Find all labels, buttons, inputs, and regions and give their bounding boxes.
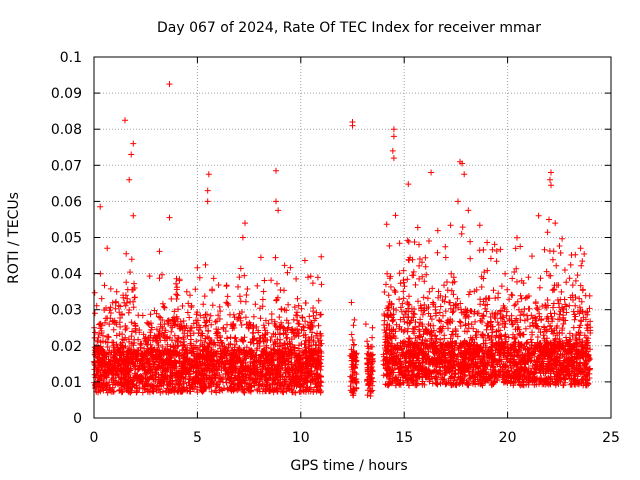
y-tick-label: 0.06 [51,194,82,210]
y-tick-label: 0.04 [51,267,82,283]
y-tick-label: 0.03 [51,303,82,319]
y-tick-label: 0.01 [51,375,82,391]
scatter-points [91,81,594,399]
x-tick-label: 15 [395,430,413,446]
y-tick-label: 0.1 [60,50,82,66]
y-tick-label: 0.09 [51,86,82,102]
y-tick-label: 0.08 [51,122,82,138]
x-tick-label: 10 [292,430,310,446]
x-tick-label: 20 [499,430,517,446]
x-tick-label: 5 [193,430,202,446]
y-tick-label: 0.02 [51,339,82,355]
axis-ticks: 0 5 10 15 20 25 0 0.01 0.02 0.03 0.04 0.05 0.06 0.07 0… [51,50,620,446]
data-points [91,81,594,399]
y-tick-label: 0.05 [51,231,82,247]
x-tick-label: 0 [90,430,99,446]
y-tick-label: 0 [73,411,82,427]
x-axis-label: GPS time / hours [290,458,407,474]
y-tick-label: 0.07 [51,158,82,174]
chart-title: Day 067 of 2024, Rate Of TEC Index for r… [157,20,541,36]
y-axis-label: ROTI / TECUs [6,192,22,284]
x-tick-label: 25 [602,430,620,446]
